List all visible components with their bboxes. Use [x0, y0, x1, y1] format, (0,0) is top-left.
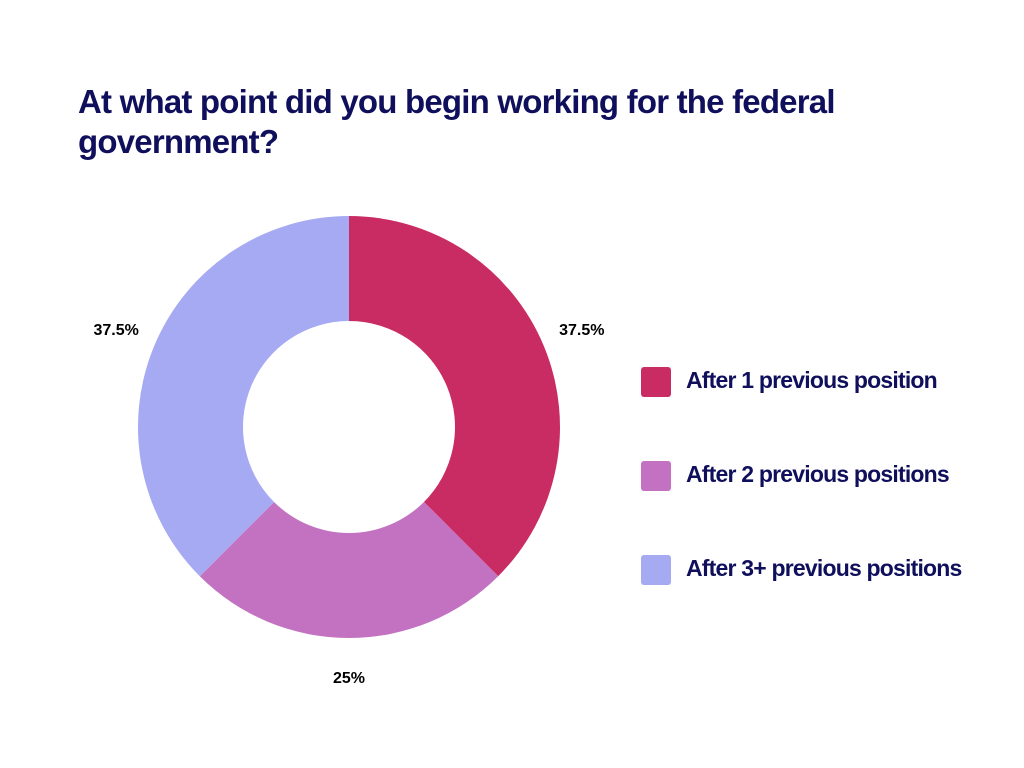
- value-label: 25%: [333, 670, 365, 687]
- donut-slice: [138, 216, 349, 577]
- legend-label: After 3+ previous positions: [686, 555, 962, 581]
- chart-title: At what point did you begin working for …: [78, 83, 836, 160]
- value-label: 37.5%: [559, 322, 604, 339]
- donut-slice: [199, 501, 499, 638]
- value-label: 37.5%: [93, 322, 138, 339]
- legend-swatch: [641, 461, 671, 491]
- legend-swatch: [641, 555, 671, 585]
- legend-label: After 2 previous positions: [686, 461, 949, 487]
- legend-swatch: [641, 367, 671, 397]
- donut-slice: [349, 216, 560, 577]
- legend-label: After 1 previous position: [686, 367, 937, 393]
